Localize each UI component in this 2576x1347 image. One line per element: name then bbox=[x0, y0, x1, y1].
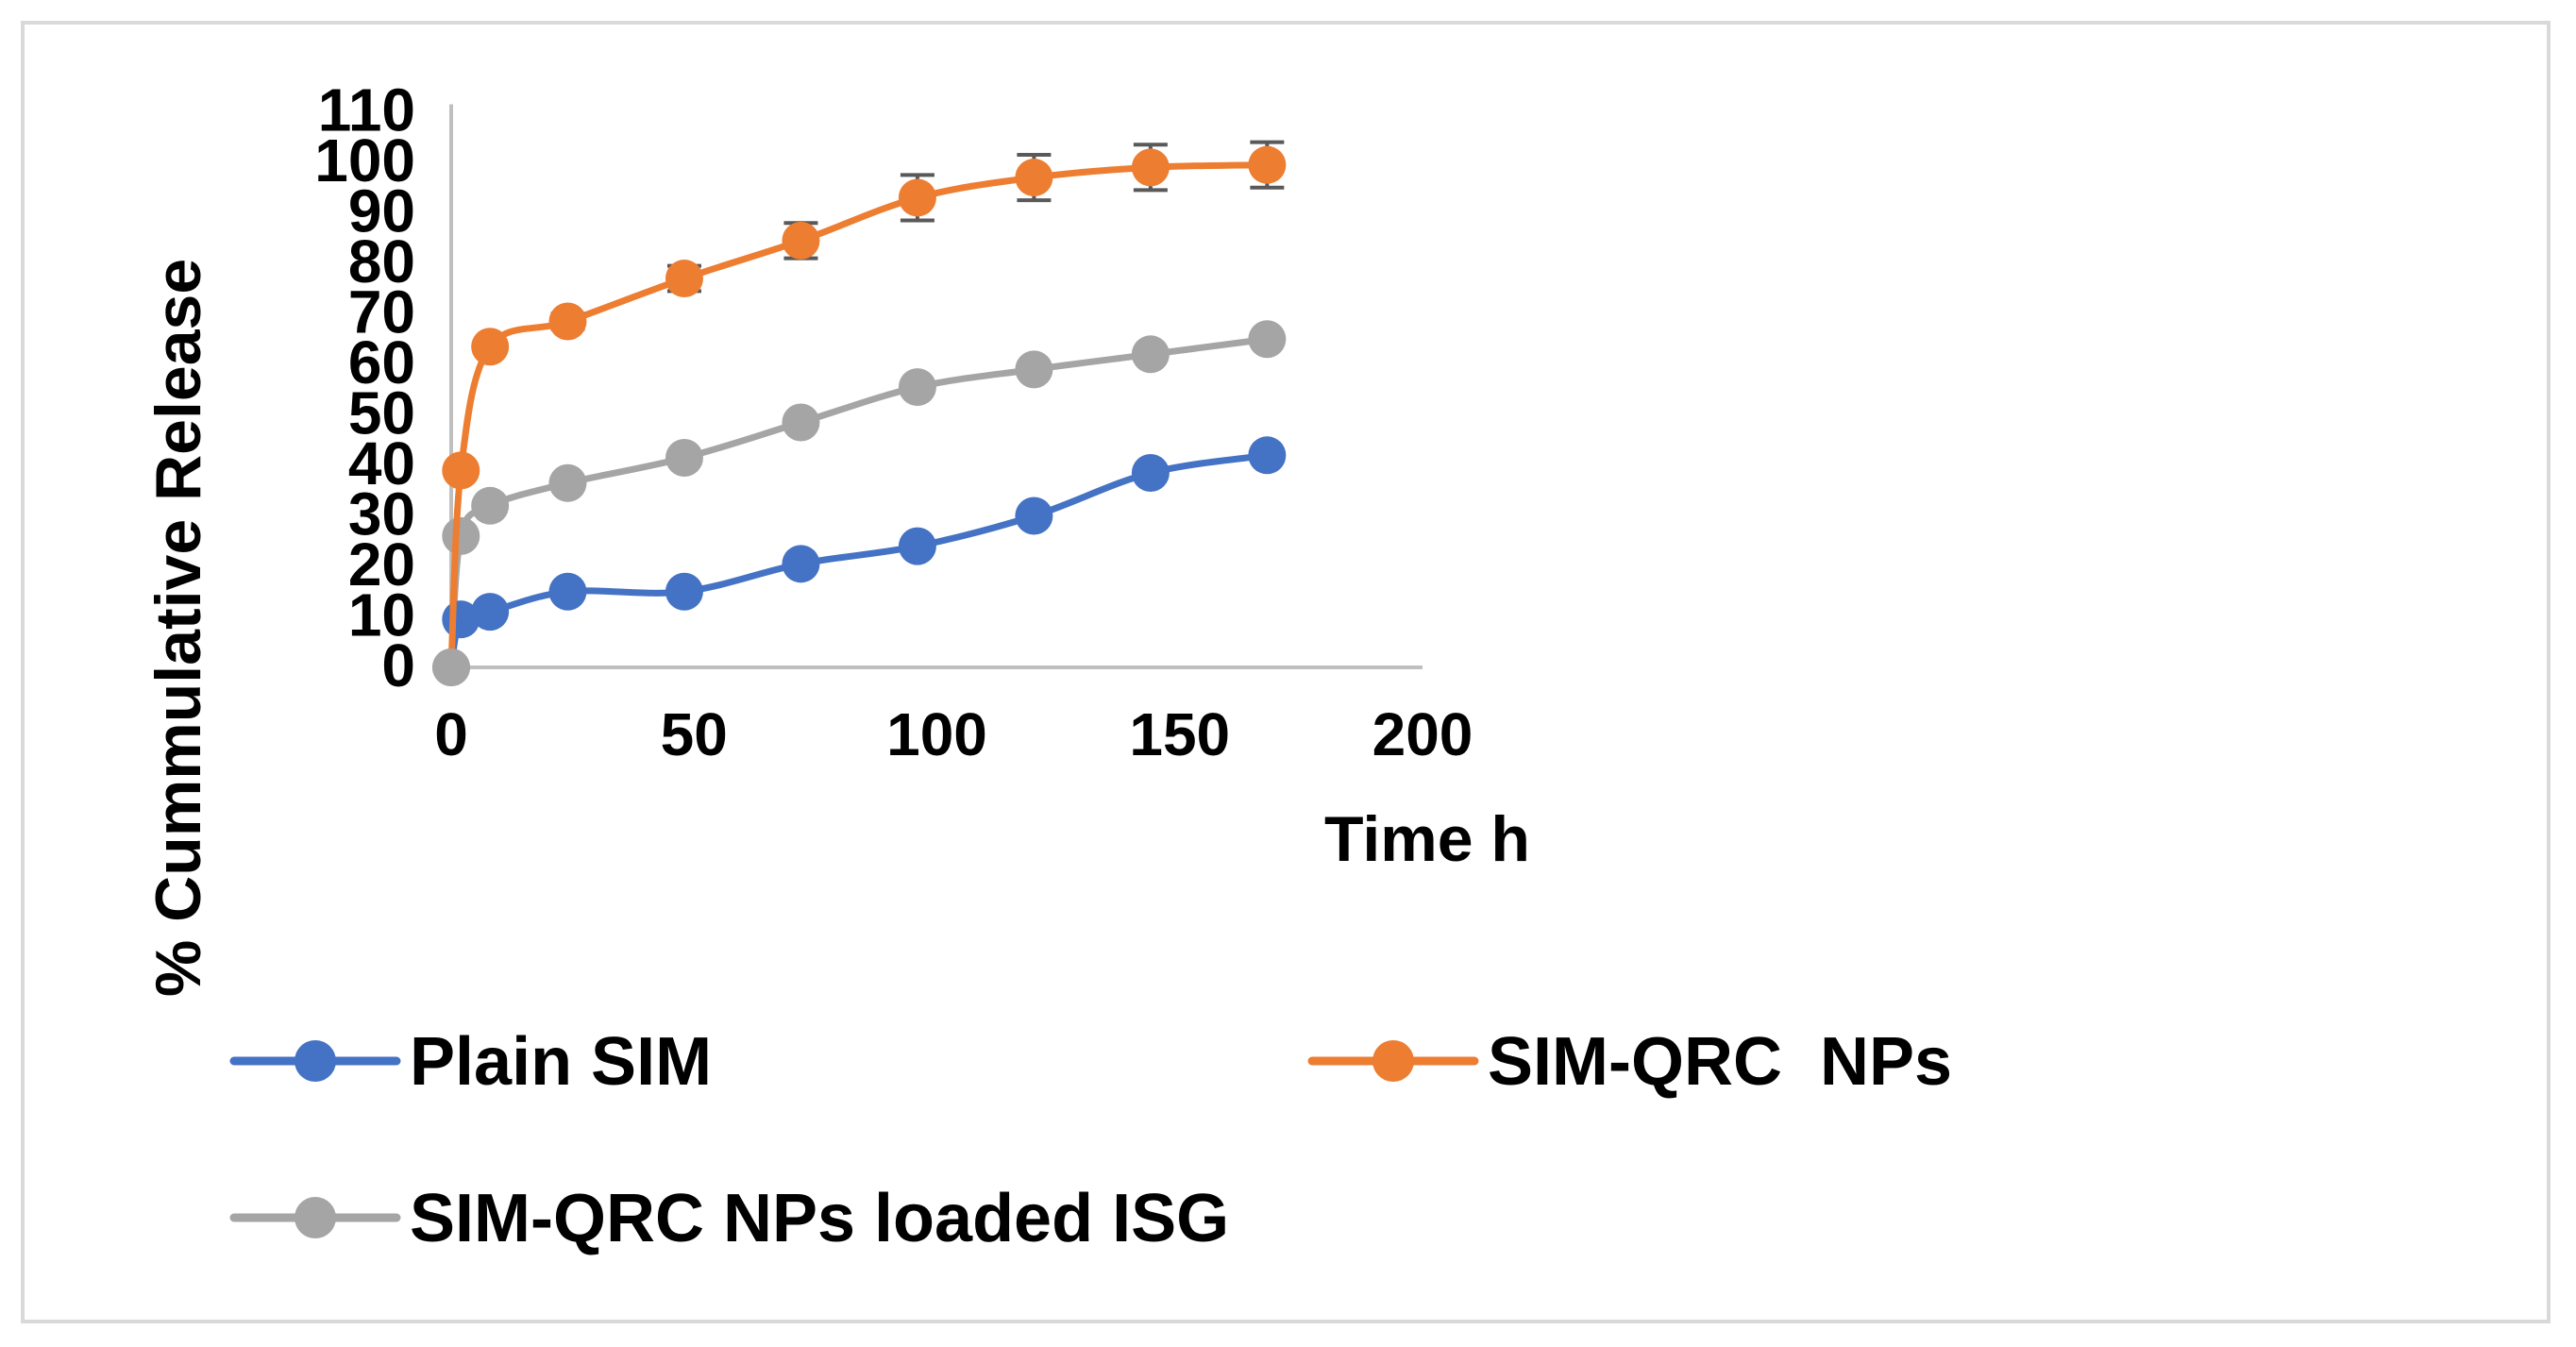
data-point bbox=[782, 221, 820, 260]
data-point bbox=[1248, 320, 1287, 359]
data-point bbox=[665, 438, 703, 477]
series-3 bbox=[432, 320, 1287, 686]
legend-swatch-marker bbox=[295, 1040, 336, 1082]
legend-swatch-marker bbox=[295, 1197, 336, 1238]
data-point bbox=[782, 545, 820, 583]
y-tick-label: 80 bbox=[348, 227, 415, 295]
y-tick-label: 40 bbox=[348, 429, 415, 497]
x-tick-label: 100 bbox=[886, 700, 987, 768]
y-tick-label: 30 bbox=[348, 480, 415, 548]
data-point bbox=[442, 451, 480, 490]
data-point bbox=[432, 648, 470, 686]
legend-label: SIM-QRC NPs loaded ISG bbox=[410, 1181, 1229, 1256]
data-point bbox=[548, 463, 587, 502]
data-point bbox=[665, 260, 703, 298]
y-axis-title: % Cummulative Release bbox=[143, 259, 214, 997]
data-point bbox=[442, 516, 480, 555]
legend-item-1: Plain SIM bbox=[229, 1024, 712, 1100]
x-tick-label: 150 bbox=[1129, 700, 1230, 768]
y-tick-label: 110 bbox=[318, 76, 415, 144]
x-tick-label: 50 bbox=[661, 700, 728, 768]
data-point bbox=[1248, 145, 1287, 184]
data-point bbox=[1015, 350, 1053, 389]
x-axis-title: Time h bbox=[1324, 803, 1530, 875]
data-point bbox=[548, 572, 587, 611]
legend-label: Plain SIM bbox=[410, 1024, 712, 1100]
y-tick-label: 10 bbox=[348, 581, 415, 649]
y-tick-label: 50 bbox=[348, 379, 415, 447]
y-tick-label: 20 bbox=[348, 530, 415, 598]
x-tick-label: 0 bbox=[434, 700, 468, 768]
legend-item-2: SIM-QRC NPs bbox=[1307, 1024, 1952, 1100]
legend-label: SIM-QRC NPs bbox=[1488, 1024, 1952, 1100]
data-point bbox=[1131, 335, 1170, 374]
data-point bbox=[1131, 454, 1170, 493]
x-tick-label: 200 bbox=[1372, 700, 1473, 768]
data-point bbox=[1131, 148, 1170, 187]
data-point bbox=[782, 403, 820, 442]
y-tick-label: 60 bbox=[348, 328, 415, 396]
data-point bbox=[1015, 497, 1053, 535]
data-point bbox=[898, 178, 936, 217]
series-2 bbox=[432, 140, 1287, 686]
y-tick-label: 90 bbox=[348, 177, 415, 245]
data-point bbox=[548, 302, 587, 341]
series-line bbox=[447, 335, 1271, 671]
data-point bbox=[471, 328, 510, 366]
legend-item-3: SIM-QRC NPs loaded ISG bbox=[229, 1181, 1229, 1256]
data-point bbox=[665, 572, 703, 611]
series-line bbox=[447, 161, 1271, 671]
data-point bbox=[1015, 159, 1053, 197]
data-point bbox=[471, 593, 510, 631]
data-point bbox=[1248, 436, 1287, 475]
data-point bbox=[898, 368, 936, 407]
y-tick-label: 0 bbox=[381, 631, 415, 699]
data-point bbox=[471, 486, 510, 525]
data-point bbox=[898, 527, 936, 565]
chart-frame bbox=[21, 21, 2551, 1323]
y-tick-label: 100 bbox=[314, 126, 415, 194]
y-tick-label: 70 bbox=[348, 278, 415, 346]
legend-swatch-marker bbox=[1372, 1040, 1414, 1082]
